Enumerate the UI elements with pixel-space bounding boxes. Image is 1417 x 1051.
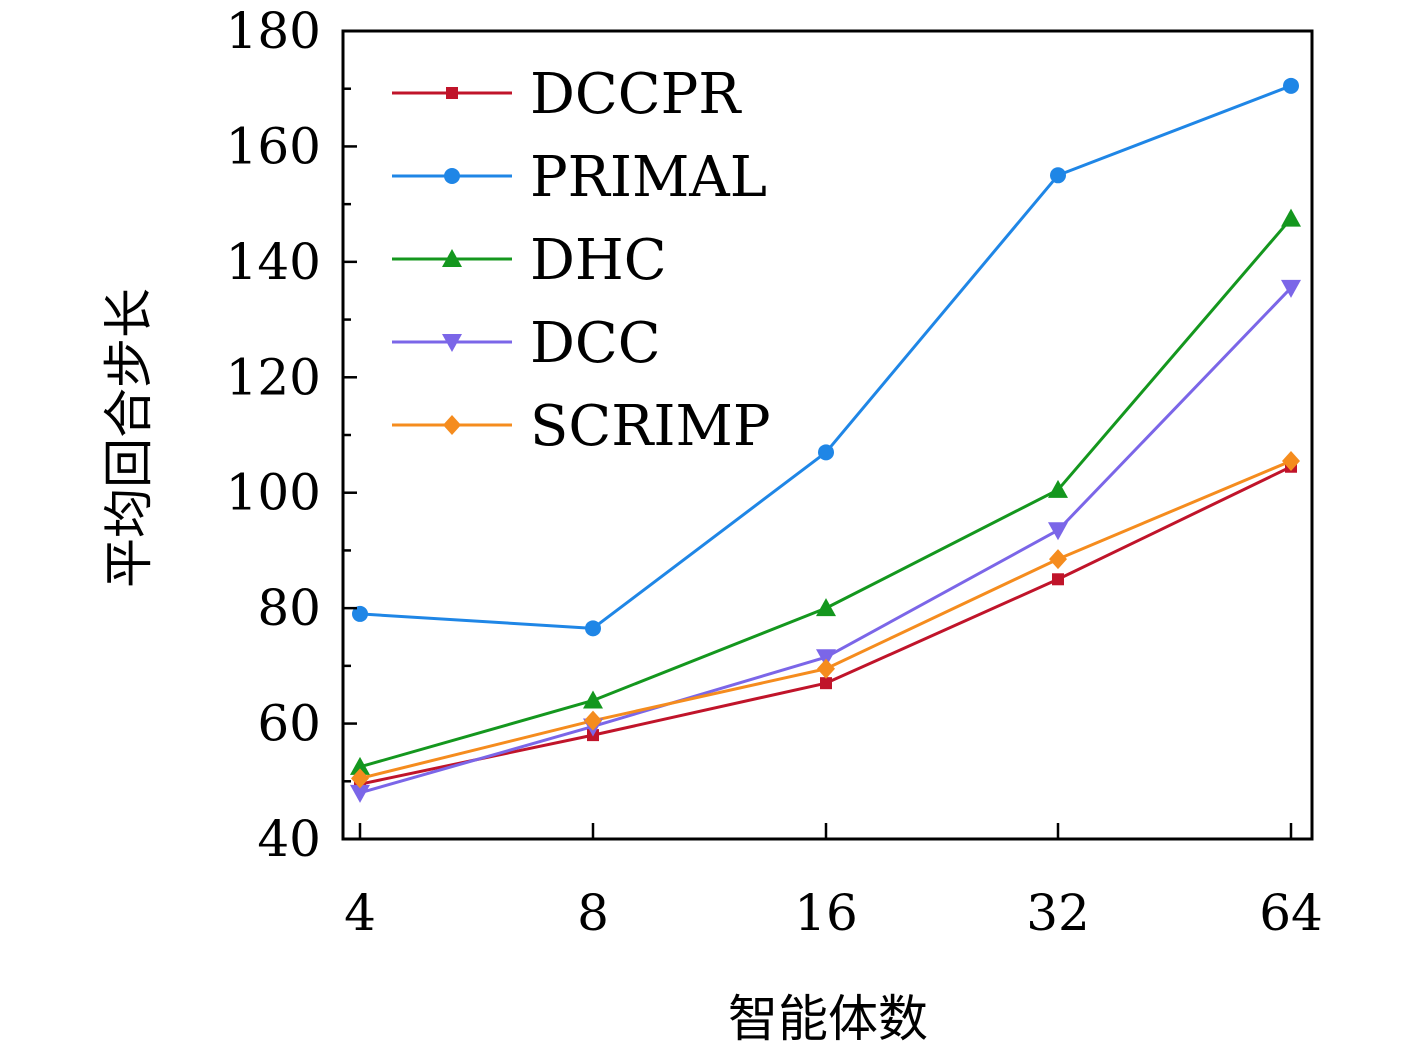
legend-marker-dhc bbox=[442, 249, 462, 267]
plot-frame bbox=[341, 29, 1314, 841]
legend-label-primal: PRIMAL bbox=[530, 145, 767, 210]
data-point-dcc-32 bbox=[1048, 522, 1068, 541]
y-tick-label-40: 40 bbox=[257, 810, 321, 868]
data-point-scrimp-32 bbox=[1049, 549, 1067, 570]
series-markers bbox=[350, 77, 1301, 803]
y-tick-label-160: 160 bbox=[226, 117, 321, 175]
x-axis-label: 智能体数 bbox=[728, 990, 928, 1048]
data-point-primal-4 bbox=[352, 605, 368, 622]
x-tick-label-16: 16 bbox=[794, 884, 858, 942]
legend-entry-primal: PRIMAL bbox=[392, 145, 767, 210]
legend-label-dcc: DCC bbox=[530, 311, 661, 376]
data-point-dcc-16 bbox=[816, 649, 836, 668]
data-point-dhc-32 bbox=[1048, 479, 1068, 498]
data-point-dccpr-16 bbox=[820, 677, 832, 690]
legend-entry-scrimp: SCRIMP bbox=[392, 394, 771, 459]
y-tick-label-60: 60 bbox=[257, 695, 321, 753]
y-tick-label-140: 140 bbox=[226, 233, 321, 291]
legend-entry-dccpr: DCCPR bbox=[392, 62, 742, 127]
legend-label-dhc: DHC bbox=[530, 228, 667, 293]
series-line-dcc bbox=[359, 286, 1293, 795]
data-point-dcc-4 bbox=[350, 784, 370, 803]
x-tick-label-64: 64 bbox=[1259, 884, 1323, 942]
data-point-primal-64 bbox=[1283, 77, 1299, 94]
data-point-scrimp-64 bbox=[1282, 450, 1300, 471]
series-line-primal bbox=[359, 84, 1292, 630]
data-point-dccpr-32 bbox=[1052, 573, 1064, 586]
x-tick-label-8: 8 bbox=[577, 884, 609, 942]
y-tick-label-100: 100 bbox=[226, 464, 321, 522]
legend-label-dccpr: DCCPR bbox=[530, 62, 742, 127]
y-tick-label-120: 120 bbox=[226, 348, 321, 406]
y-tick-label-180: 180 bbox=[226, 2, 321, 60]
data-point-dhc-8 bbox=[583, 690, 603, 709]
data-point-scrimp-8 bbox=[584, 710, 602, 731]
legend-entry-dcc: DCC bbox=[392, 311, 661, 376]
legend-marker-scrimp bbox=[443, 415, 461, 435]
y-axis-label: 平均回合步长 bbox=[100, 288, 158, 588]
legend-marker-dccpr bbox=[446, 87, 458, 99]
data-point-dhc-16 bbox=[816, 598, 836, 617]
data-point-scrimp-4 bbox=[351, 768, 369, 789]
x-tick-label-4: 4 bbox=[344, 884, 376, 942]
data-point-primal-32 bbox=[1050, 167, 1066, 184]
data-point-dhc-4 bbox=[350, 756, 370, 775]
legend-entry-dhc: DHC bbox=[392, 228, 667, 293]
series-line-dccpr bbox=[359, 465, 1292, 786]
data-point-primal-16 bbox=[818, 444, 834, 461]
y-tick-label-80: 80 bbox=[257, 579, 321, 637]
data-point-scrimp-16 bbox=[817, 658, 835, 679]
data-point-primal-8 bbox=[585, 620, 601, 637]
data-point-dcc-64 bbox=[1281, 279, 1301, 298]
legend-marker-primal bbox=[444, 168, 460, 184]
series-line-scrimp bbox=[359, 459, 1292, 780]
axes: 40 60 80 100 120 140 160 180 4 8 16 32 64 bbox=[226, 2, 1323, 942]
legend-marker-dcc bbox=[442, 334, 462, 352]
legend: DCCPR PRIMAL DHC DCC SCRIMP bbox=[392, 62, 771, 459]
x-tick-label-32: 32 bbox=[1026, 884, 1090, 942]
data-point-dhc-64 bbox=[1281, 208, 1301, 227]
legend-label-scrimp: SCRIMP bbox=[530, 394, 771, 459]
